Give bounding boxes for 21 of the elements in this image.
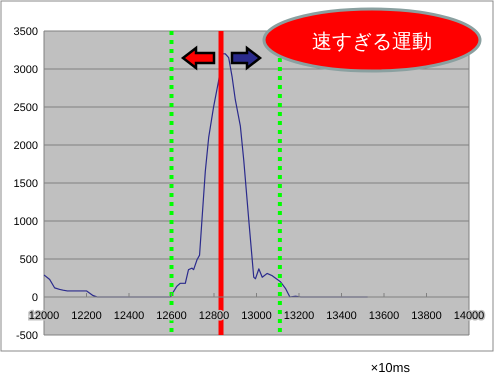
- y-tick-label: 2500: [14, 102, 38, 114]
- y-tick-label: 500: [20, 254, 38, 266]
- x-tick-label: 13200: [284, 310, 314, 322]
- x-tick-label: 14000: [454, 310, 484, 322]
- x-tick-label: 12400: [114, 310, 144, 322]
- y-tick-label: 3500: [14, 26, 38, 38]
- x-tick-label: 12000: [28, 310, 60, 322]
- x-tick-label: 13400: [326, 310, 357, 322]
- y-tick-label: 1500: [14, 178, 38, 190]
- y-tick-label: 0: [32, 292, 38, 304]
- x-tick-label: 12200: [71, 310, 102, 322]
- y-tick-label: 2000: [14, 140, 38, 152]
- text: ×10ms: [370, 360, 410, 375]
- y-tick-label: -500: [16, 330, 38, 342]
- y-tick-label: 3000: [14, 64, 38, 76]
- y-tick-label: 1000: [14, 216, 38, 228]
- x-tick-label: 12600: [156, 310, 187, 322]
- x-tick-label: 13800: [411, 310, 442, 322]
- annotation: 速すぎる運動: [312, 31, 432, 53]
- x-tick-label: 13600: [368, 310, 400, 322]
- x-tick-label: 13000: [241, 310, 272, 322]
